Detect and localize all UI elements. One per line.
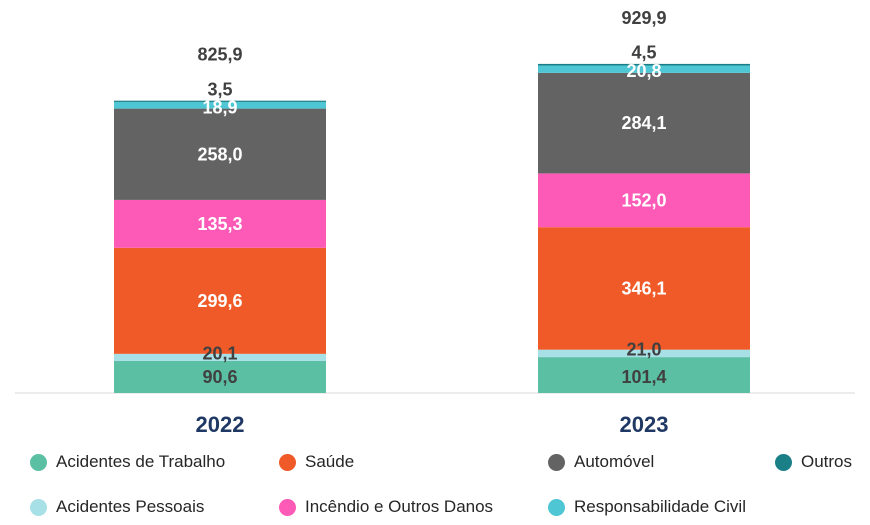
bar-segment-2023-autom-vel <box>538 72 750 174</box>
segment-label-2023-acidentes-de-trabalho: 101,4 <box>621 367 666 387</box>
segment-label-2022-inc-ndio-e-outros-danos: 135,3 <box>197 214 242 234</box>
bar-segment-2022-sa-de <box>114 247 326 354</box>
segment-label-2023-acidentes-pessoais: 21,0 <box>626 339 661 359</box>
bar-segment-2022-acidentes-de-trabalho <box>114 360 326 393</box>
bar-segment-2022-acidentes-pessoais <box>114 353 326 361</box>
segment-label-2023-inc-ndio-e-outros-danos: 152,0 <box>621 190 666 210</box>
bar-segment-2023-inc-ndio-e-outros-danos <box>538 173 750 228</box>
bar-segment-2023-sa-de <box>538 227 750 350</box>
bars-group <box>114 63 750 393</box>
bar-segment-2022-inc-ndio-e-outros-danos <box>114 199 326 248</box>
segment-label-2022-outros: 3,5 <box>207 79 232 99</box>
bar-segment-2023-acidentes-de-trabalho <box>538 357 750 393</box>
segment-label-2023-sa-de: 346,1 <box>621 278 666 298</box>
bar-segment-2023-outros <box>538 63 750 66</box>
segment-labels-group: 90,6 20,1 299,6 135,3 258,0 18,93,5 101,4 21,0 3… <box>197 43 666 387</box>
segment-label-2023-autom-vel: 284,1 <box>621 113 666 133</box>
segment-label-2023-responsabilidade-civil: 20,8 <box>626 61 661 81</box>
segment-label-2022-acidentes-pessoais: 20,1 <box>202 343 237 363</box>
segment-label-2022-autom-vel: 258,0 <box>197 144 242 164</box>
total-label-2023: 929,9 <box>621 8 666 28</box>
bar-segment-2023-acidentes-pessoais <box>538 349 750 358</box>
bar-segment-2022-autom-vel <box>114 108 326 200</box>
category-label-2022: 2022 <box>196 412 245 437</box>
total-label-2022: 825,9 <box>197 45 242 65</box>
bar-segment-2022-responsabilidade-civil <box>114 101 326 109</box>
category-labels-group: 2022 2023 <box>196 412 669 437</box>
bar-segment-2023-responsabilidade-civil <box>538 65 750 73</box>
category-label-2023: 2023 <box>620 412 669 437</box>
totals-group: 825,9 929,9 <box>197 8 666 65</box>
bar-segment-2022-outros <box>114 100 326 102</box>
segment-label-2022-acidentes-de-trabalho: 90,6 <box>202 367 237 387</box>
segment-label-2022-sa-de: 299,6 <box>197 291 242 311</box>
segment-label-2022-responsabilidade-civil: 18,9 <box>202 97 237 117</box>
segment-label-2023-outros: 4,5 <box>631 43 656 63</box>
